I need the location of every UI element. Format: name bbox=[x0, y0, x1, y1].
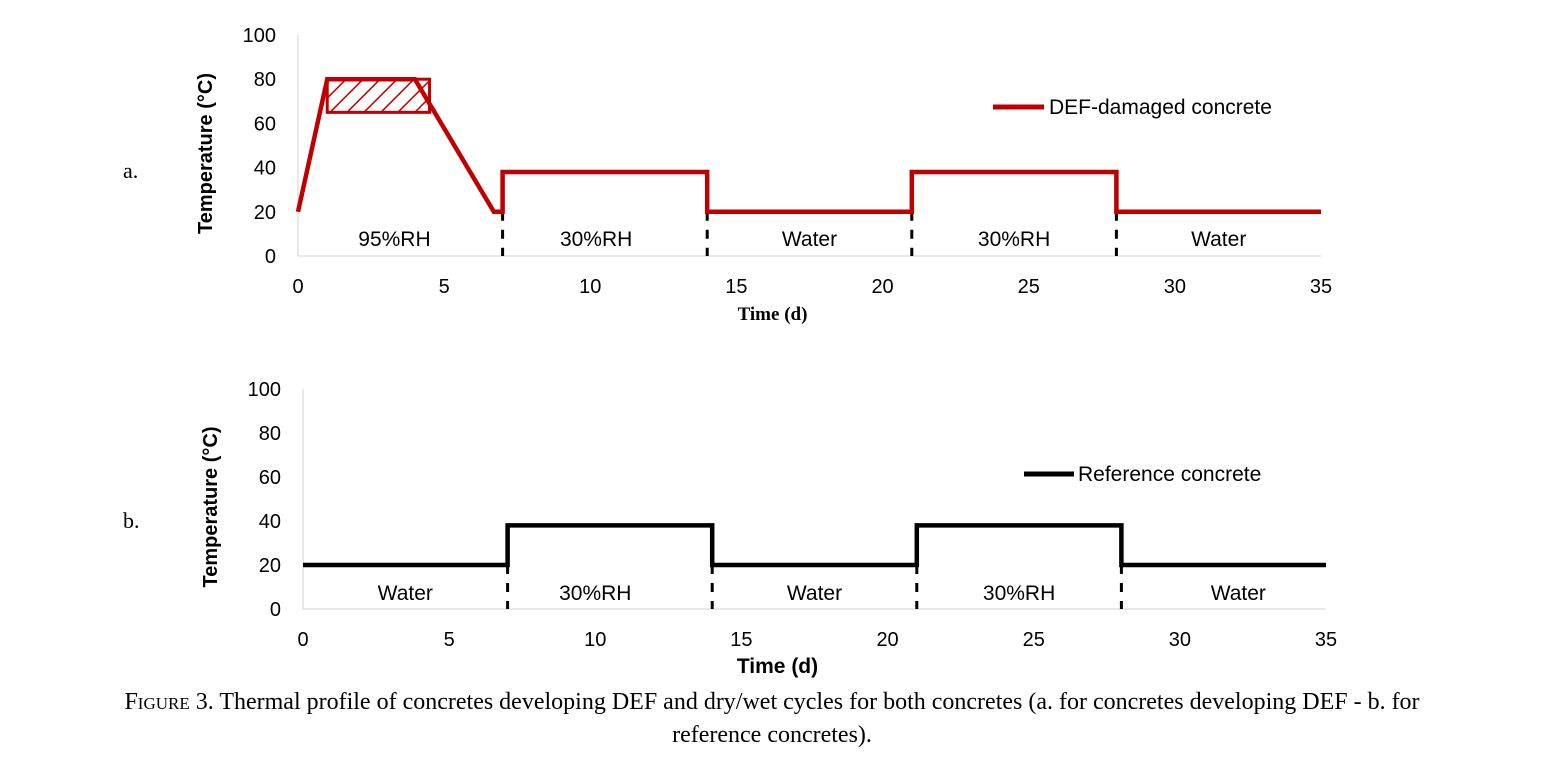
y-tick-label: 40 bbox=[254, 158, 276, 180]
x-tick-label: 0 bbox=[297, 629, 308, 651]
x-tick-label: 30 bbox=[1169, 629, 1191, 651]
series-line bbox=[303, 523, 1326, 568]
phase-label: 30%RH bbox=[978, 228, 1050, 251]
phase-label: Water bbox=[378, 582, 433, 605]
panel-letter-b: b. bbox=[123, 508, 140, 533]
phase-label: Water bbox=[782, 228, 837, 251]
legend-label: Reference concrete bbox=[1078, 463, 1261, 486]
caption-text: Thermal profile of concretes developing … bbox=[219, 689, 1420, 715]
x-tick-label: 0 bbox=[292, 276, 303, 298]
figure-caption: Figure 3. Thermal profile of concretes d… bbox=[0, 686, 1544, 752]
phase-label: 30%RH bbox=[559, 582, 631, 605]
x-tick-label: 15 bbox=[725, 276, 747, 298]
x-tick-label: 5 bbox=[444, 629, 455, 651]
y-axis-title: Temperature (°C) bbox=[200, 427, 222, 588]
chart-panel-a: 0 20 40 60 80 100 0 5 10 15 20 25 30 35 Time (d) Temper… bbox=[195, 25, 1332, 325]
legend-label: DEF-damaged concrete bbox=[1049, 96, 1272, 119]
y-tick-label: 80 bbox=[254, 69, 276, 91]
x-axis-title: Time (d) bbox=[738, 304, 808, 325]
caption-line-1: Figure 3. Thermal profile of concretes d… bbox=[0, 686, 1544, 719]
chart-panel-b: 0 20 40 60 80 100 0 5 10 15 20 25 30 35 Time (d) Temper… bbox=[200, 379, 1337, 678]
phase-label: Water bbox=[787, 582, 842, 605]
y-tick-label: 60 bbox=[254, 113, 276, 135]
hatched-hold-band bbox=[325, 77, 432, 114]
y-tick-label: 0 bbox=[270, 599, 281, 621]
phase-label: Water bbox=[1211, 582, 1266, 605]
x-tick-label: 10 bbox=[584, 629, 606, 651]
y-tick-label: 100 bbox=[243, 25, 276, 47]
series-line bbox=[295, 76, 1321, 215]
x-axis-title: Time (d) bbox=[737, 655, 818, 678]
x-tick-label: 10 bbox=[579, 276, 601, 298]
x-tick-label: 20 bbox=[871, 276, 893, 298]
x-tick-label: 15 bbox=[730, 629, 752, 651]
x-tick-label: 5 bbox=[439, 276, 450, 298]
phase-label: 95%RH bbox=[358, 228, 430, 251]
y-tick-label: 20 bbox=[254, 202, 276, 224]
x-tick-label: 35 bbox=[1310, 276, 1332, 298]
x-tick-label: 25 bbox=[1018, 276, 1040, 298]
x-tick-label: 25 bbox=[1023, 629, 1045, 651]
x-tick-label: 20 bbox=[876, 629, 898, 651]
y-axis-title: Temperature (°C) bbox=[195, 73, 217, 234]
y-tick-label: 0 bbox=[265, 246, 276, 268]
x-tick-label: 30 bbox=[1164, 276, 1186, 298]
y-tick-label: 80 bbox=[259, 423, 281, 445]
panel-letter-a: a. bbox=[123, 158, 139, 183]
caption-label: Figure 3. bbox=[124, 689, 214, 715]
x-tick-label: 35 bbox=[1315, 629, 1337, 651]
phase-label: 30%RH bbox=[560, 228, 632, 251]
y-tick-label: 100 bbox=[248, 379, 281, 401]
phase-label: 30%RH bbox=[983, 582, 1055, 605]
y-tick-label: 40 bbox=[259, 511, 281, 533]
y-tick-label: 20 bbox=[259, 555, 281, 577]
y-tick-label: 60 bbox=[259, 467, 281, 489]
caption-line-2: reference concretes). bbox=[672, 722, 872, 748]
phase-label: Water bbox=[1191, 228, 1246, 251]
